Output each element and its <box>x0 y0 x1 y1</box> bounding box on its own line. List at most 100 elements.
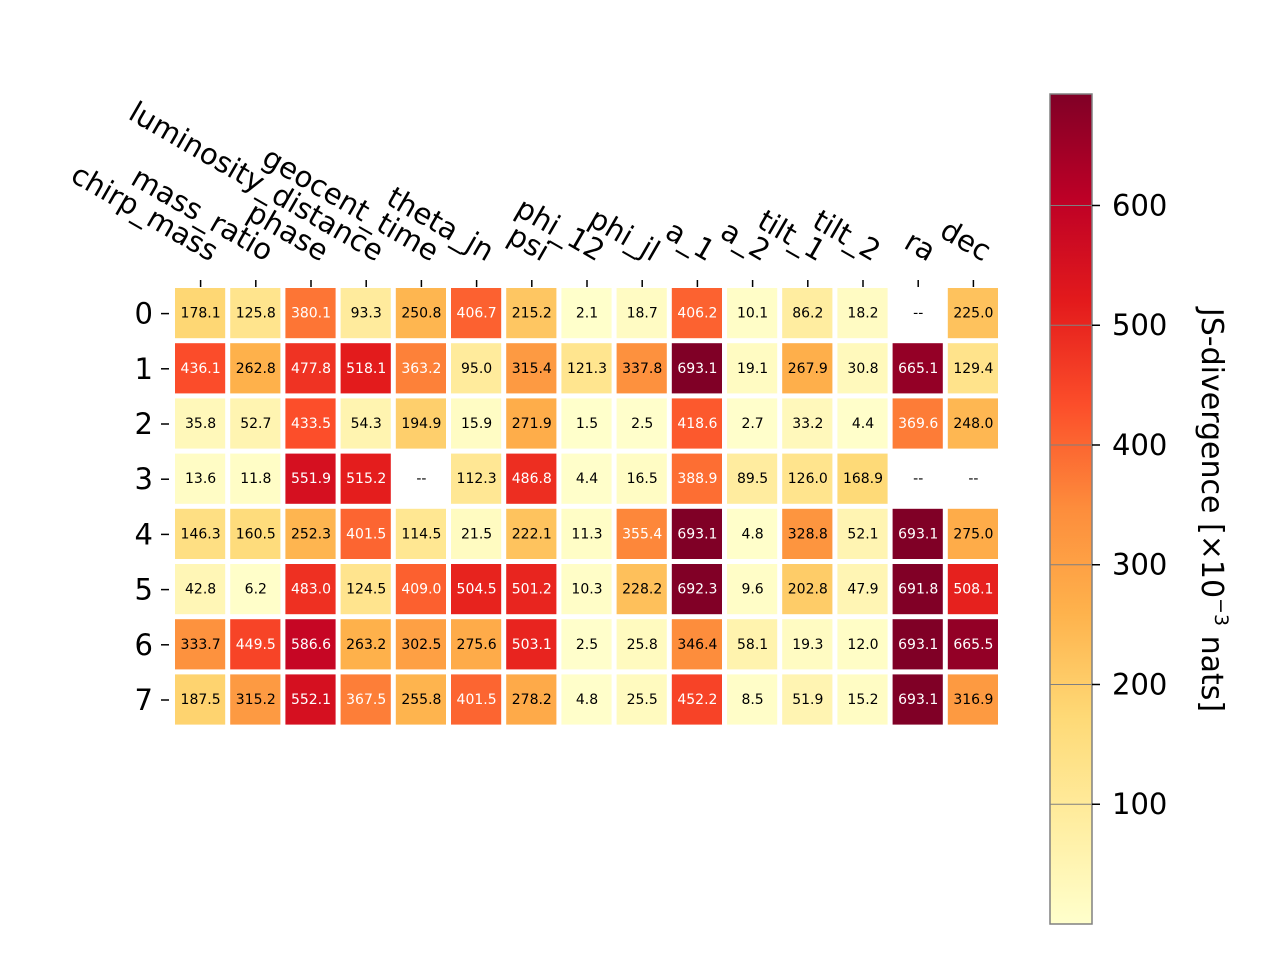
heatmap-cell <box>671 343 722 394</box>
heatmap-cell <box>395 343 446 394</box>
heatmap-cell <box>395 619 446 670</box>
heatmap-cell <box>340 619 391 670</box>
heatmap-cell <box>782 674 833 725</box>
cell-value-label: 380.1 <box>291 306 331 322</box>
cell-value-label: 4.4 <box>852 416 874 432</box>
heatmap-cell <box>395 674 446 725</box>
heatmap-cell <box>285 398 336 449</box>
heatmap-cell <box>892 508 943 559</box>
cell-value-label: 15.2 <box>847 692 878 708</box>
cell-value-label: 13.6 <box>185 471 216 487</box>
heatmap-cell <box>837 343 888 394</box>
cell-value-label: 278.2 <box>512 692 552 708</box>
heatmap-cell <box>285 619 336 670</box>
colorbar-label: JS-divergence [×10−3 nats] <box>1194 306 1232 712</box>
heatmap-cell <box>451 674 502 725</box>
y-tick-label: 2 <box>135 407 153 441</box>
cell-value-label: 337.8 <box>622 361 662 377</box>
heatmap-cell <box>506 564 557 615</box>
heatmap-cell <box>230 619 281 670</box>
heatmap-cell <box>175 398 226 449</box>
heatmap-cell <box>230 674 281 725</box>
heatmap-cell <box>340 453 391 504</box>
heatmap-cell <box>837 288 888 339</box>
heatmap-cell <box>451 398 502 449</box>
heatmap-cell <box>285 674 336 725</box>
heatmap-cell <box>230 398 281 449</box>
cell-value-label: 508.1 <box>953 582 993 598</box>
heatmap-cell <box>671 398 722 449</box>
cell-value-label: 271.9 <box>512 416 552 432</box>
cell-value-label: 228.2 <box>622 582 662 598</box>
cell-value-label: 363.2 <box>401 361 441 377</box>
heatmap-cell <box>947 564 998 615</box>
heatmap-cell <box>782 564 833 615</box>
heatmap-cell <box>947 288 998 339</box>
cell-value-label: 8.5 <box>741 692 763 708</box>
cell-value-label: 315.4 <box>512 361 552 377</box>
cell-value-label: 433.5 <box>291 416 331 432</box>
colorbar-gradient <box>1049 93 1093 925</box>
heatmap-cell <box>892 674 943 725</box>
cell-value-label: 215.2 <box>512 306 552 322</box>
heatmap-cell <box>671 453 722 504</box>
heatmap-cell <box>892 343 943 394</box>
cell-value-label: 19.1 <box>737 361 768 377</box>
heatmap-cell <box>340 508 391 559</box>
cell-value-label: 21.5 <box>461 526 492 542</box>
heatmap-cell <box>506 288 557 339</box>
cell-value-label: 126.0 <box>788 471 828 487</box>
heatmap-cell <box>451 508 502 559</box>
cell-value-label: 58.1 <box>737 637 768 653</box>
heatmap-cell <box>671 288 722 339</box>
cell-value-label: 124.5 <box>346 582 386 598</box>
cell-value-label: 225.0 <box>953 306 993 322</box>
cell-value-label: 178.1 <box>181 306 221 322</box>
heatmap-cell <box>561 564 612 615</box>
cell-value-label: 18.2 <box>847 306 878 322</box>
cell-value-label: 252.3 <box>291 526 331 542</box>
heatmap-cell <box>947 343 998 394</box>
heatmap-cell <box>727 674 778 725</box>
heatmap-cell <box>947 508 998 559</box>
heatmap-cell <box>506 343 557 394</box>
y-tick-label: 3 <box>135 462 153 496</box>
heatmap-cell <box>727 619 778 670</box>
cell-value-label: 693.1 <box>898 637 938 653</box>
heatmap-cell <box>616 398 667 449</box>
cell-value-label: 501.2 <box>512 582 552 598</box>
cell-value-label: 692.3 <box>677 582 717 598</box>
heatmap-cell <box>175 508 226 559</box>
cell-value-label: 504.5 <box>457 582 497 598</box>
heatmap-cell <box>782 453 833 504</box>
cell-value-label: 2.5 <box>631 416 653 432</box>
y-tick-label: 1 <box>135 352 153 386</box>
heatmap-cell <box>837 674 888 725</box>
cell-value-label: 275.0 <box>953 526 993 542</box>
heatmap-cell <box>340 564 391 615</box>
cell-value-label: 691.8 <box>898 582 938 598</box>
y-axis-labels: 0 1 2 3 4 5 6 7 <box>135 297 169 717</box>
heatmap-cell <box>340 674 391 725</box>
heatmap-cell <box>837 619 888 670</box>
cell-value-label: 95.0 <box>461 361 492 377</box>
cell-value-label: 168.9 <box>843 471 883 487</box>
cell-value-label: 316.9 <box>953 692 993 708</box>
heatmap-cell <box>175 619 226 670</box>
cell-value-label: 248.0 <box>953 416 993 432</box>
colorbar-ticks: 100 200 300 400 500 600 <box>1050 188 1167 821</box>
colorbar: 100 200 300 400 500 600 JS-divergence [×10−3 … <box>1049 93 1232 925</box>
cell-value-label: 6.2 <box>245 582 267 598</box>
heatmap-cell <box>175 343 226 394</box>
heatmap-cell <box>230 343 281 394</box>
heatmap-cell <box>671 619 722 670</box>
heatmap-cell <box>616 674 667 725</box>
heatmap-cell <box>285 453 336 504</box>
heatmap-cell <box>395 288 446 339</box>
cell-value-label: 51.9 <box>792 692 823 708</box>
heatmap-cell <box>230 564 281 615</box>
heatmap-cell <box>947 674 998 725</box>
cell-value-label: 693.1 <box>898 692 938 708</box>
cell-value-label: 18.7 <box>627 306 658 322</box>
